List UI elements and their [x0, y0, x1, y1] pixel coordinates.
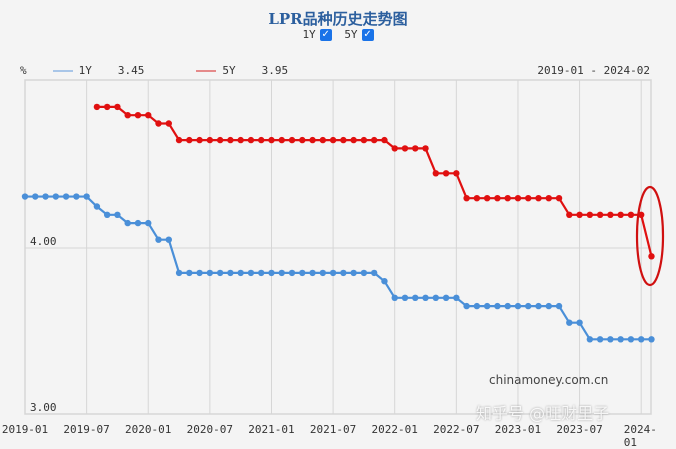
x-tick-label: 2019-01: [1, 423, 49, 436]
y-tick-4: 4.00: [30, 235, 57, 248]
checkbox-checked-icon[interactable]: ✓: [319, 28, 332, 41]
x-tick-label: 2020-01: [125, 423, 172, 436]
date-range: 2019-01 - 2024-02: [537, 64, 650, 77]
x-tick-label: 2022-01: [371, 423, 418, 436]
x-tick-label: 2021-07: [309, 423, 357, 436]
legend-5y-label[interactable]: 5Y: [222, 64, 236, 77]
legend-1y-line-icon: [52, 69, 73, 72]
x-tick-label: 2019-07: [63, 423, 110, 436]
checkbox-checked-icon[interactable]: ✓: [361, 28, 374, 41]
source-watermark: chinamoney.com.cn: [489, 373, 609, 387]
legend-5y-line-icon: [196, 69, 217, 72]
series-toggles: 1Y ✓ 5Y ✓: [0, 28, 676, 41]
x-tick-label: 2023-07: [556, 423, 603, 436]
x-tick-label: 2022-07: [433, 423, 480, 436]
toggle-5y[interactable]: 5Y ✓: [344, 28, 374, 41]
legend: % 1Y 3.45 5Y 3.95: [20, 64, 288, 77]
legend-1y-label[interactable]: 1Y: [78, 64, 92, 77]
x-tick-label: 2021-01: [248, 423, 295, 436]
toggle-5y-label: 5Y: [344, 28, 358, 41]
chart-title: LPR品种历史走势图: [268, 10, 408, 28]
toggle-1y[interactable]: 1Y ✓: [302, 28, 332, 41]
overlay-watermark: 知乎号 @旺财里子: [476, 404, 610, 423]
toggle-1y-label: 1Y: [302, 28, 316, 41]
legend-5y-value: 3.95: [261, 64, 289, 77]
x-tick-label: 2020-07: [186, 423, 234, 436]
y-tick-3: 3.00: [30, 401, 57, 414]
legend-1y-value: 3.45: [117, 64, 145, 77]
x-tick-label: 2024-01: [623, 423, 657, 449]
unit-label: %: [20, 64, 27, 77]
x-tick-label: 2023-01: [494, 423, 542, 436]
